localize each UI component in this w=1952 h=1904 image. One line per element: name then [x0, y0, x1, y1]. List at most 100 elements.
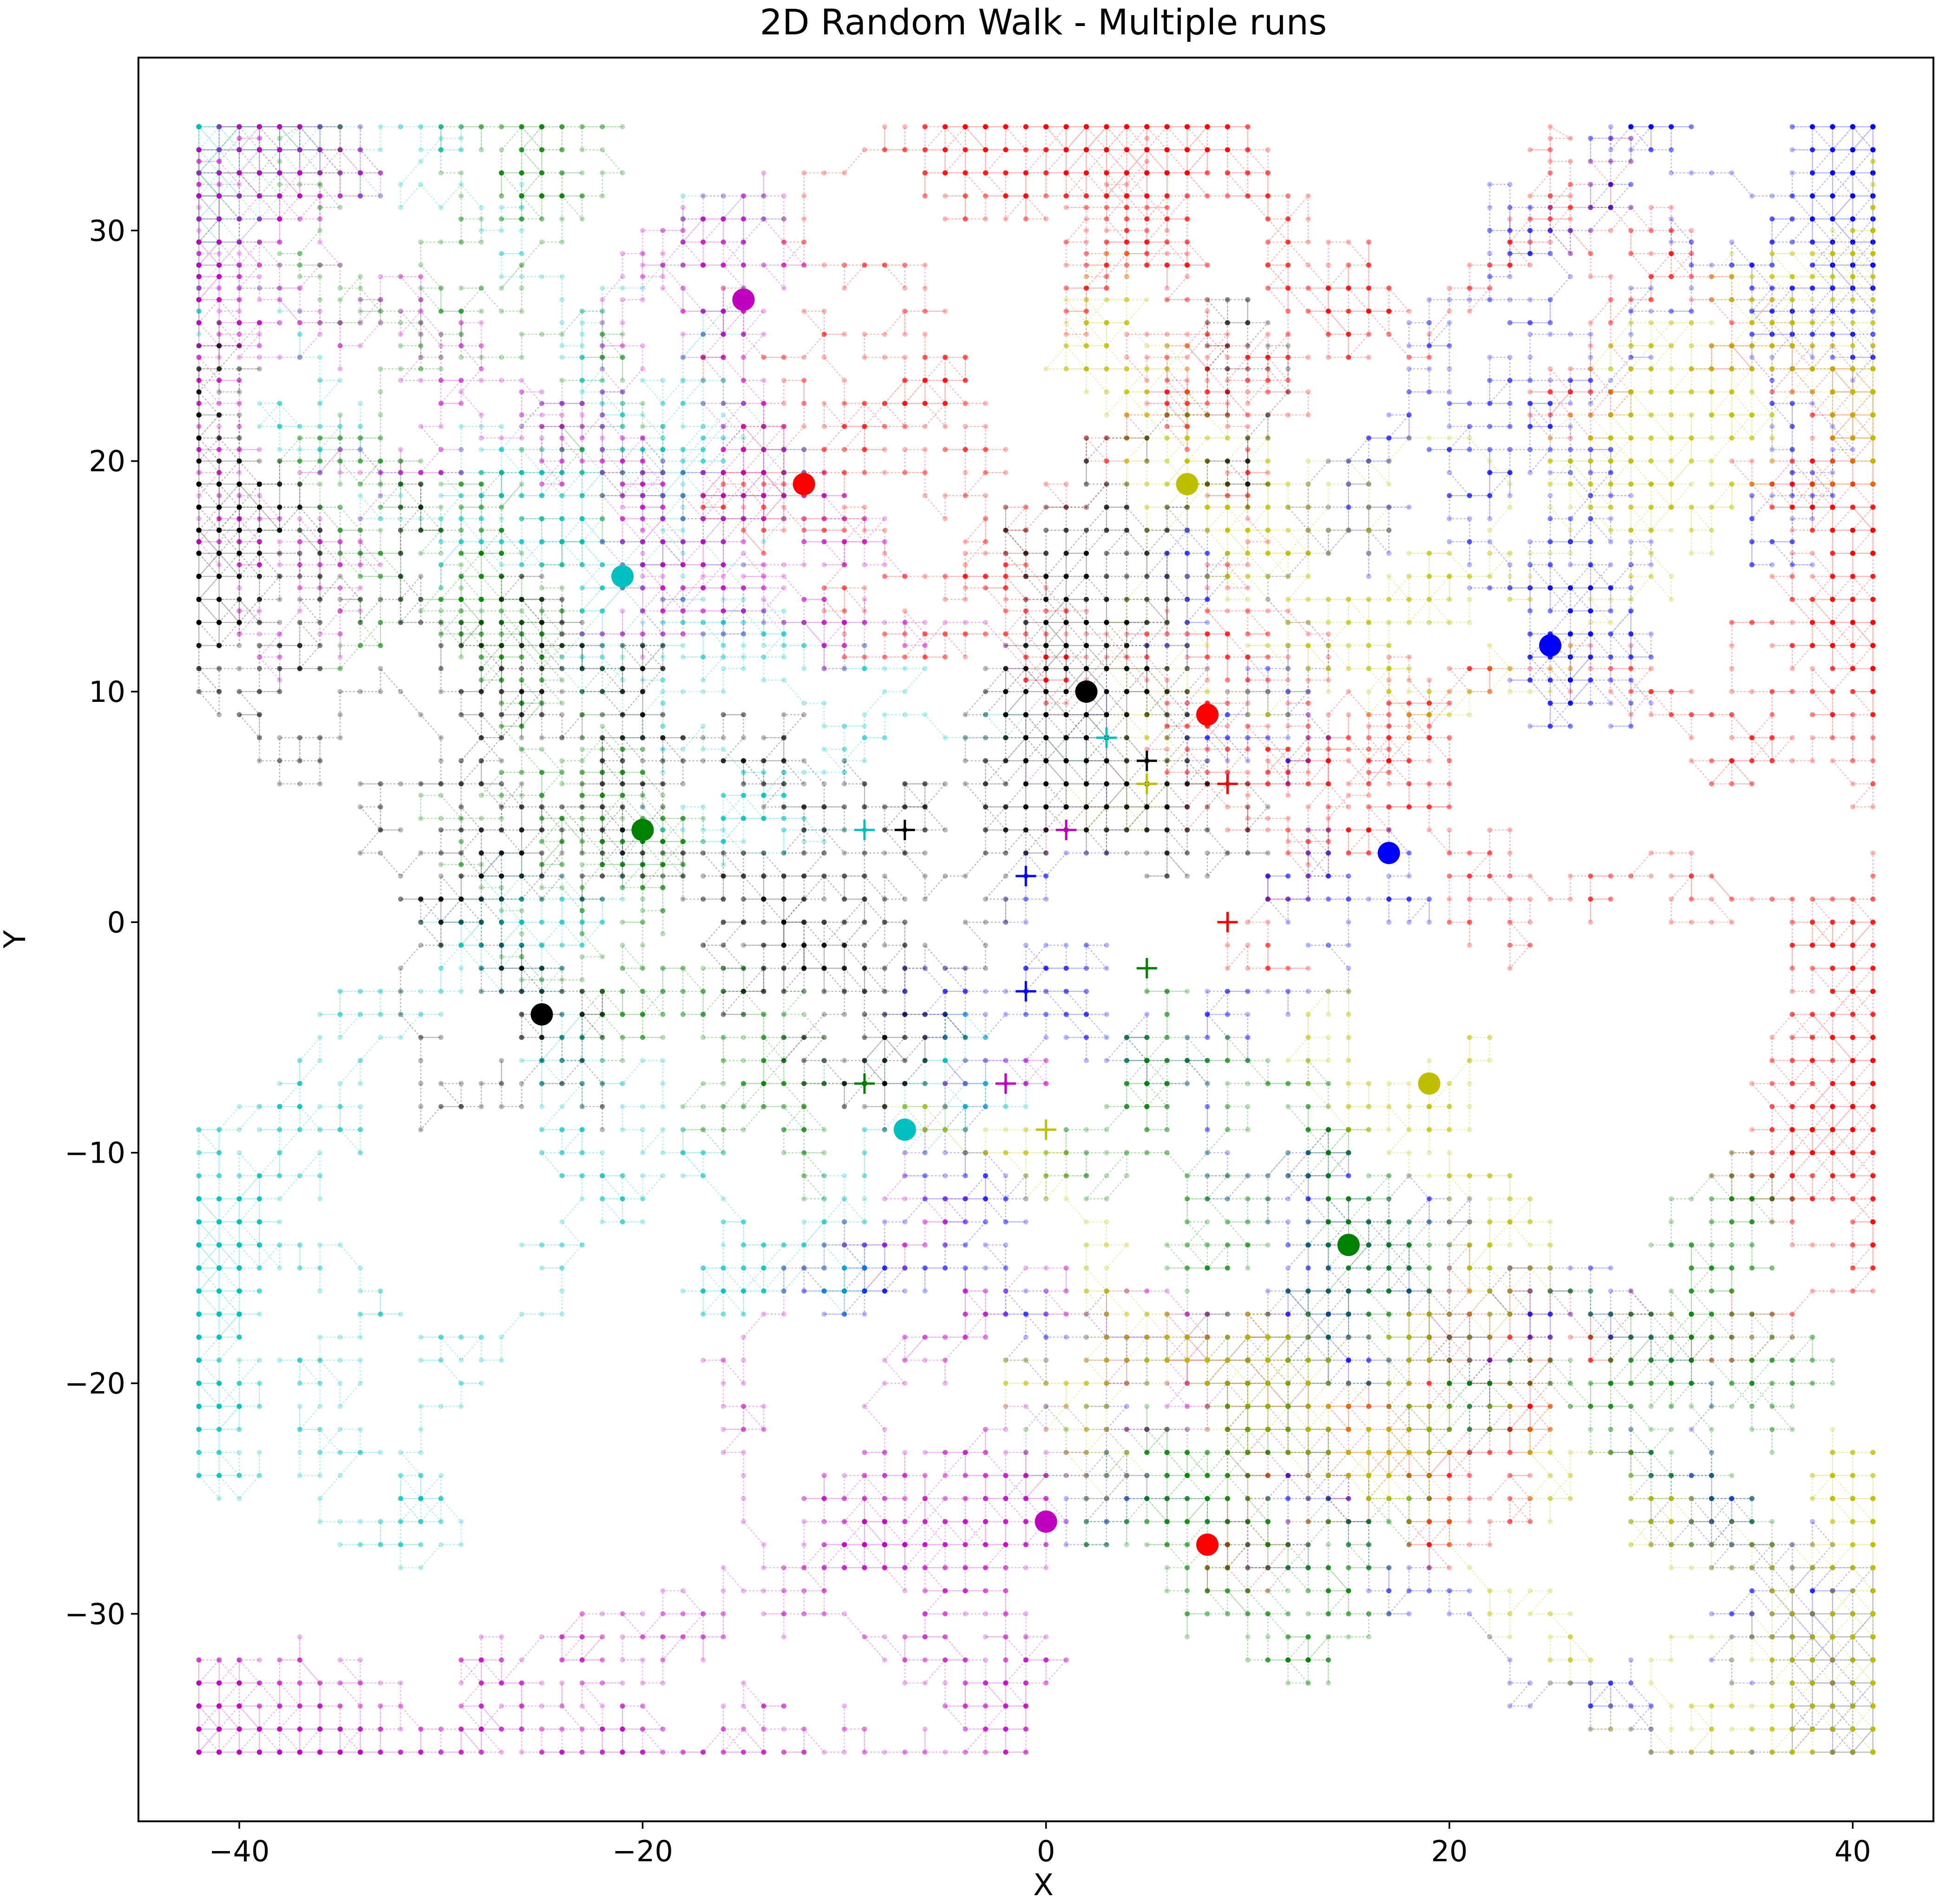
walk-point — [1830, 920, 1835, 925]
walk-point — [1870, 1012, 1875, 1017]
walk-point — [1790, 920, 1795, 925]
walk-point — [1649, 874, 1654, 879]
walk-point — [1870, 896, 1875, 902]
walk-point — [1527, 874, 1533, 879]
walk-point — [1285, 851, 1290, 856]
walk-point — [1225, 827, 1230, 832]
walk-point — [1588, 896, 1593, 902]
walk-point — [1870, 920, 1875, 925]
walk-point — [1265, 920, 1271, 925]
walk-point — [1870, 966, 1875, 971]
walk-point — [1870, 1104, 1875, 1109]
walk-point — [1830, 896, 1835, 902]
walk-point — [1548, 896, 1553, 902]
walk-point — [1265, 966, 1271, 971]
walk-point — [1830, 966, 1835, 971]
walk-point — [1810, 989, 1815, 994]
walk-point — [1850, 1012, 1855, 1017]
walk-point — [1810, 896, 1815, 902]
walk-point — [1810, 1196, 1815, 1201]
walk-point — [1769, 1058, 1775, 1063]
walk-point — [1810, 942, 1815, 948]
walk-point — [1769, 896, 1775, 902]
walk-point — [1669, 920, 1674, 925]
walk-point — [1427, 827, 1432, 832]
walk-point — [1447, 827, 1452, 832]
walk-point — [1729, 920, 1734, 925]
walk-point — [1306, 966, 1311, 971]
walk-point — [1709, 896, 1714, 902]
walk-point — [1649, 851, 1654, 856]
walk-point — [1870, 874, 1875, 879]
walk-point — [1245, 920, 1250, 925]
walk-point — [1427, 781, 1432, 786]
walk-point — [1749, 896, 1755, 902]
walk-point — [1487, 896, 1492, 902]
walk-point — [1608, 874, 1613, 879]
walk-point — [1447, 874, 1452, 879]
walk-point — [1870, 851, 1875, 856]
walk-point — [1870, 1150, 1875, 1155]
walk-point — [1669, 874, 1674, 879]
walk-point — [1245, 966, 1250, 971]
walk-point — [1346, 712, 1351, 717]
walk-point — [1870, 942, 1875, 948]
walk-point — [1790, 896, 1795, 902]
walk-point — [1729, 896, 1734, 902]
walk-point — [1588, 874, 1593, 879]
walk-point — [1790, 966, 1795, 971]
walk-point — [1669, 851, 1674, 856]
walk-point — [1870, 989, 1875, 994]
walk-point — [1850, 989, 1855, 994]
walk-point — [1790, 942, 1795, 948]
walk-point — [1225, 805, 1230, 810]
walk-point — [1810, 966, 1815, 971]
walk-point — [1467, 920, 1472, 925]
walk-point — [1527, 942, 1533, 948]
walk-point — [1689, 896, 1694, 902]
walk-point — [1487, 874, 1492, 879]
walk-point — [1568, 896, 1573, 902]
walk-point — [1467, 942, 1472, 948]
walk-point — [1265, 942, 1271, 948]
walk-point — [1447, 896, 1452, 902]
walk-point — [1447, 851, 1452, 856]
walk-point — [1709, 874, 1714, 879]
walk-point — [1769, 1035, 1775, 1040]
walk-point — [1830, 989, 1835, 994]
walk-point — [1850, 896, 1855, 902]
chart-title: 2D Random Walk - Multiple runs — [760, 1, 1327, 43]
walk-point — [1346, 735, 1351, 740]
walk-point — [1810, 920, 1815, 925]
walk-point — [1830, 942, 1835, 948]
walk-point — [1870, 1127, 1875, 1132]
walk-point — [1225, 966, 1230, 971]
walk-point — [1265, 827, 1271, 832]
walk-point — [1507, 851, 1513, 856]
walk-point — [1507, 896, 1513, 902]
walk-point — [1285, 966, 1290, 971]
walk-point — [1467, 896, 1472, 902]
walk-point — [1669, 896, 1674, 902]
walk-point — [1527, 920, 1533, 925]
walk-point — [1507, 966, 1513, 971]
walk-point — [1245, 942, 1250, 948]
walk-point — [1447, 920, 1452, 925]
walk-point — [1689, 851, 1694, 856]
walk-point — [1709, 920, 1714, 925]
walk-point — [1467, 851, 1472, 856]
walk-point — [1487, 851, 1492, 856]
walk-point — [1487, 827, 1492, 832]
walk-point — [1306, 805, 1311, 810]
walk-point — [1225, 942, 1230, 948]
walk-point — [1689, 874, 1694, 879]
walk-point — [1689, 920, 1694, 925]
walk-point — [1507, 920, 1513, 925]
walk-point — [1507, 874, 1513, 879]
walk-point — [1628, 874, 1633, 879]
walk-point — [1790, 989, 1795, 994]
walk-point — [1850, 920, 1855, 925]
walk-point — [1467, 874, 1472, 879]
